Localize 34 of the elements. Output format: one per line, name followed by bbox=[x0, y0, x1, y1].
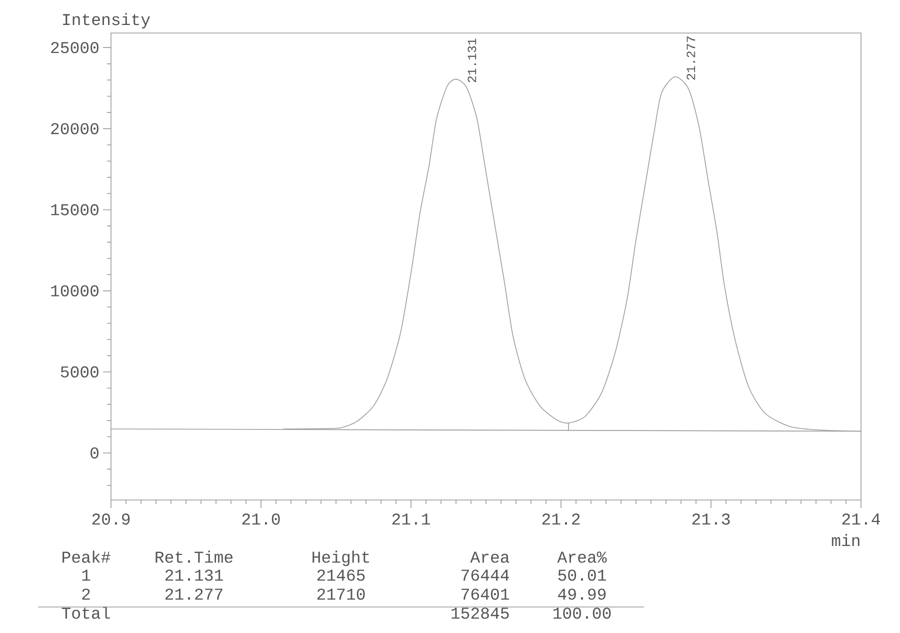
text: 21710 bbox=[317, 588, 365, 600]
y-tick-label: 15000 bbox=[51, 204, 98, 216]
y-axis-title: Intensity bbox=[63, 13, 150, 28]
x-tick-label: 21.0 bbox=[242, 514, 280, 525]
text: Height bbox=[312, 550, 369, 566]
text: 2 bbox=[82, 588, 90, 600]
text: Total bbox=[62, 606, 110, 619]
text: 49.99 bbox=[558, 588, 606, 600]
text: 21465 bbox=[317, 570, 365, 581]
text: 21.131 bbox=[165, 570, 223, 581]
x-tick-label: 21.1 bbox=[392, 514, 430, 525]
text: 152845 bbox=[452, 608, 509, 619]
text: Area% bbox=[557, 552, 607, 563]
y-tick-label: 25000 bbox=[51, 42, 98, 54]
text: 76401 bbox=[462, 588, 510, 600]
x-tick-label: 21.4 bbox=[842, 514, 880, 525]
text: Ret.Time bbox=[156, 550, 233, 563]
annotation: 21.131 bbox=[468, 38, 476, 82]
x-tick-label: 21.2 bbox=[542, 514, 580, 525]
text: 50.01 bbox=[558, 570, 606, 581]
text: Peak# bbox=[62, 550, 110, 563]
y-tick-label: 5000 bbox=[60, 366, 98, 378]
y-tick-label: 20000 bbox=[51, 123, 98, 134]
text: 100.00 bbox=[553, 608, 611, 619]
y-tick-label: 10000 bbox=[51, 285, 98, 296]
text: 1 bbox=[82, 570, 90, 581]
text: Area bbox=[470, 552, 510, 563]
x-tick-label: 21.3 bbox=[692, 514, 730, 525]
y-tick-label: 0 bbox=[90, 447, 98, 459]
text: 21.277 bbox=[165, 588, 222, 600]
x-axis-title: min bbox=[832, 534, 860, 546]
annotation: 21.277 bbox=[686, 36, 696, 80]
x-tick-label: 20.9 bbox=[92, 514, 130, 525]
text: 76444 bbox=[462, 570, 509, 581]
